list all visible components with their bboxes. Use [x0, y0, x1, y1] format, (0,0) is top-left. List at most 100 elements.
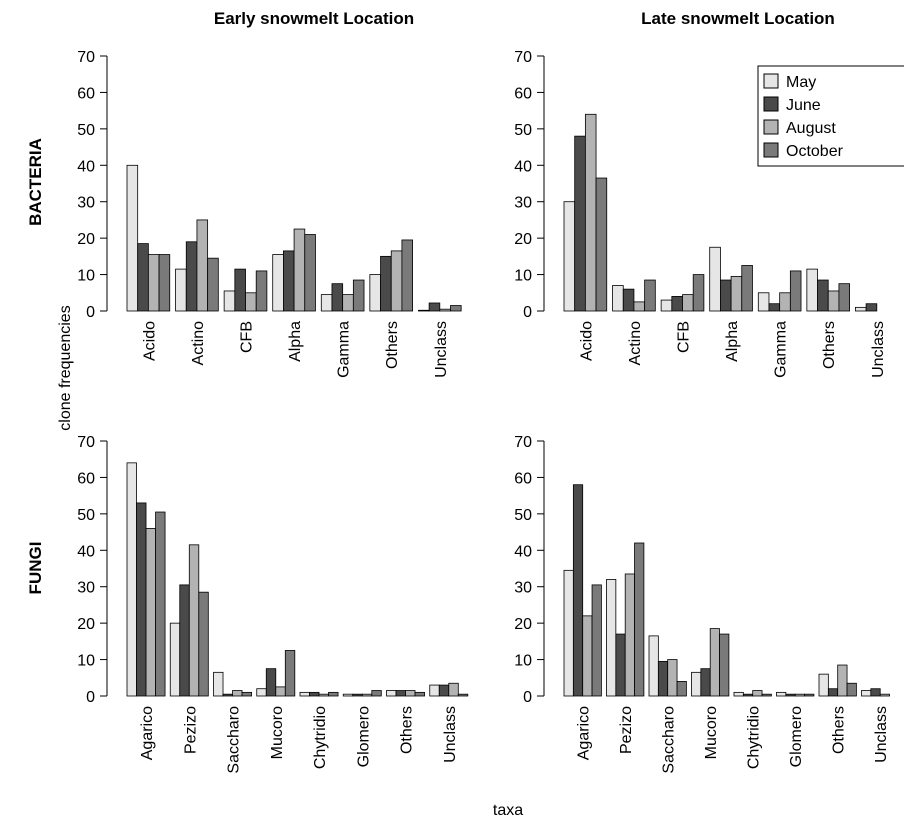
- category-label: Saccharo: [226, 706, 243, 774]
- legend: May June August October: [757, 65, 904, 167]
- bar-actino-october: [207, 257, 219, 312]
- bar-actino-june: [185, 241, 198, 312]
- bar-pezizo-june: [179, 584, 190, 697]
- bar-others-may: [818, 673, 829, 697]
- bar-others-june: [817, 279, 829, 312]
- bar-mucoro-june: [265, 668, 277, 697]
- bar-others-october: [846, 682, 857, 697]
- y-tick-label: 50: [514, 507, 532, 524]
- bar-acido-august: [147, 254, 160, 312]
- bar-glomero-may: [776, 691, 787, 697]
- bar-unclass-august: [448, 682, 459, 697]
- y-tick-label: 50: [77, 507, 95, 524]
- y-tick-label: 50: [77, 122, 95, 139]
- bar-alpha-may: [272, 254, 284, 312]
- column-title-late: Late snowmelt Location: [641, 9, 835, 28]
- bar-unclass-june: [865, 303, 878, 312]
- category-label: Glomero: [788, 706, 805, 767]
- bar-others-june: [827, 688, 839, 697]
- row-title-fungi: FUNGI: [26, 542, 45, 595]
- bar-mucoro-may: [256, 688, 267, 697]
- bar-gamma-august: [779, 292, 791, 312]
- bar-others-october: [838, 283, 851, 312]
- y-tick-label: 70: [514, 434, 532, 451]
- y-tick-label: 60: [514, 85, 532, 102]
- panel-fungi-late: 0 10 20 30 40 50 60 70 Agarico Pezizo Saccharo Muco…: [514, 434, 890, 774]
- category-label: Unclass: [873, 706, 890, 763]
- panel-bacteria-early: 0 10 20 30 40 50 60 70 Acido Actino CFB Alpha Gamma O…: [77, 49, 462, 378]
- category-label: Mucoro: [703, 706, 720, 759]
- bar-cfb-august: [682, 294, 694, 312]
- category-label: Agarico: [139, 706, 156, 760]
- bar-agarico-june: [136, 502, 147, 697]
- legend-item-october: October: [763, 142, 844, 160]
- category-label: Pezizo: [182, 706, 199, 754]
- bar-saccharo-august: [667, 659, 678, 697]
- bar-saccharo-october: [676, 681, 687, 697]
- bar-cfb-may: [223, 290, 236, 312]
- bar-gamma-august: [342, 294, 354, 312]
- bar-glomero-june: [785, 693, 796, 697]
- category-label: Pezizo: [618, 706, 635, 754]
- bar-acido-august: [584, 113, 597, 312]
- category-label: Saccharo: [661, 706, 678, 774]
- legend-box: [757, 65, 904, 167]
- bar-unclass-october: [450, 305, 462, 312]
- bar-cfb-june: [671, 296, 683, 312]
- category-label: Others: [384, 321, 401, 369]
- bar-pezizo-may: [169, 622, 181, 697]
- bar-chytridio-august: [752, 690, 763, 697]
- bar-pezizo-june: [615, 633, 626, 697]
- bar-agarico-august: [145, 528, 156, 697]
- bar-unclass-october: [457, 693, 469, 697]
- bar-unclass-may: [429, 684, 440, 697]
- bar-others-august: [405, 690, 416, 697]
- bar-acido-june: [137, 243, 149, 312]
- y-tick-label: 30: [77, 195, 95, 212]
- y-tick-label: 0: [86, 304, 95, 321]
- bar-saccharo-june: [657, 660, 669, 697]
- y-tick-label: 30: [514, 580, 532, 597]
- bar-unclass-may: [861, 690, 872, 697]
- bar-actino-august: [196, 219, 209, 312]
- legend-label-june: June: [786, 97, 821, 114]
- bar-glomero-october: [371, 690, 382, 697]
- bar-unclass-june: [870, 688, 881, 697]
- category-label: CFB: [676, 321, 693, 353]
- category-label: Alpha: [287, 321, 304, 362]
- y-tick-label: 70: [77, 49, 95, 66]
- category-label: Unclass: [433, 321, 450, 378]
- bar-agarico-october: [591, 584, 602, 697]
- bar-glomero-august: [794, 693, 805, 697]
- bar-agarico-june: [572, 484, 584, 697]
- bar-saccharo-october: [241, 691, 252, 697]
- row-title-bacteria: BACTERIA: [26, 138, 45, 226]
- x-axis-label: taxa: [493, 802, 523, 819]
- bar-mucoro-august: [709, 628, 720, 697]
- bar-saccharo-may: [648, 635, 659, 697]
- bar-others-may: [369, 274, 381, 312]
- category-label: Unclass: [442, 706, 459, 763]
- bar-alpha-august: [293, 228, 306, 312]
- y-tick-label: 70: [77, 434, 95, 451]
- y-tick-label: 10: [514, 268, 532, 285]
- y-tick-label: 40: [77, 543, 95, 560]
- bar-cfb-june: [234, 268, 246, 312]
- category-label: Acido: [578, 321, 595, 361]
- bar-others-may: [806, 268, 818, 312]
- bar-pezizo-may: [606, 579, 617, 697]
- bar-mucoro-august: [275, 686, 286, 697]
- bar-others-august: [827, 290, 840, 312]
- panel-bacteria-late: 0 10 20 30 40 50 60 70 Acido Actino CFB Alpha Gamma O…: [514, 49, 887, 378]
- bar-gamma-may: [757, 292, 770, 312]
- bar-actino-may: [175, 268, 187, 312]
- bar-cfb-august: [245, 292, 257, 312]
- bar-unclass-may: [418, 309, 430, 312]
- bar-glomero-june: [352, 693, 363, 697]
- category-label: Chytridio: [746, 706, 763, 769]
- y-tick-label: 40: [77, 158, 95, 175]
- bar-chytridio-october: [328, 691, 339, 697]
- bar-gamma-june: [331, 283, 344, 312]
- bar-actino-august: [633, 301, 646, 312]
- bar-unclass-june: [438, 684, 450, 697]
